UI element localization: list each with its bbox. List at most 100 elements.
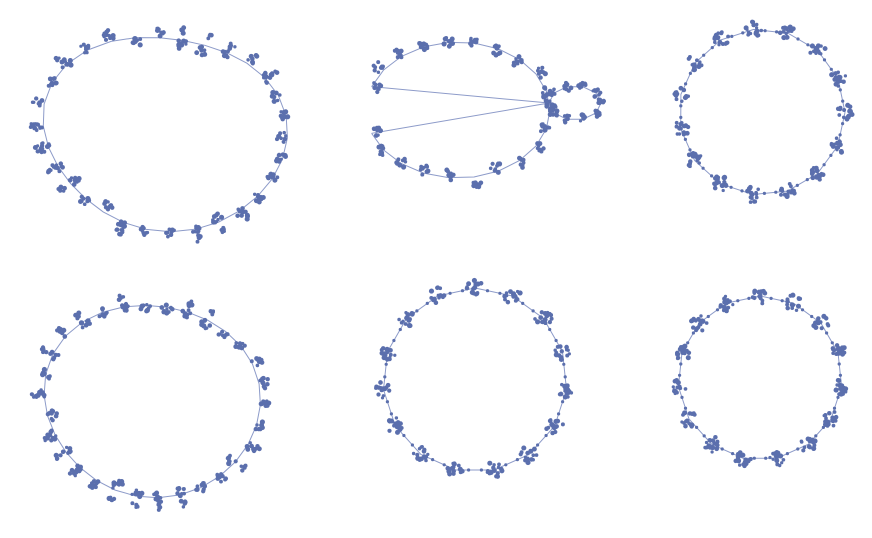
node <box>726 305 731 310</box>
node <box>402 156 407 162</box>
node <box>834 136 839 140</box>
node-cluster <box>138 224 150 237</box>
node <box>790 292 796 298</box>
node <box>178 498 184 504</box>
node <box>450 41 456 46</box>
node <box>713 434 718 440</box>
node <box>837 362 841 366</box>
node-cluster <box>576 80 588 90</box>
node-cluster <box>111 478 125 490</box>
node <box>808 50 813 55</box>
node <box>52 436 58 442</box>
node <box>220 329 225 334</box>
node <box>385 400 389 404</box>
node <box>833 418 838 423</box>
node <box>126 304 130 308</box>
node <box>543 98 549 104</box>
node <box>735 456 741 461</box>
node-cluster <box>219 225 226 235</box>
node-cluster <box>689 314 709 333</box>
node <box>472 285 478 290</box>
node <box>137 42 143 48</box>
node <box>396 157 401 162</box>
node-cluster <box>768 450 786 468</box>
node-cluster <box>680 410 697 429</box>
node <box>233 344 239 350</box>
node <box>825 322 830 327</box>
node-cluster <box>674 120 691 137</box>
node <box>378 145 383 150</box>
node <box>813 325 819 330</box>
node <box>66 451 70 455</box>
node <box>273 69 278 74</box>
node-cluster <box>778 182 797 200</box>
node <box>681 87 687 93</box>
node <box>730 34 734 39</box>
node <box>822 58 827 62</box>
node <box>52 76 57 81</box>
node <box>41 366 47 372</box>
node <box>68 449 73 454</box>
node <box>260 425 265 431</box>
node <box>834 351 839 357</box>
node <box>720 447 724 451</box>
node <box>700 328 705 333</box>
node-cluster <box>376 143 386 158</box>
node <box>383 387 388 392</box>
node <box>209 309 213 314</box>
node <box>777 30 783 36</box>
node <box>141 229 145 234</box>
node <box>813 49 819 54</box>
node <box>375 128 379 133</box>
node <box>799 439 804 443</box>
node <box>774 190 778 194</box>
node <box>373 133 379 138</box>
node-cluster <box>46 167 53 175</box>
node-cluster <box>464 277 484 297</box>
graph-5 <box>374 277 574 479</box>
node <box>177 485 181 490</box>
node-cluster <box>73 310 82 321</box>
node <box>473 39 479 45</box>
node <box>376 70 381 75</box>
node-cluster <box>194 44 208 58</box>
node <box>813 45 818 50</box>
node <box>723 300 729 306</box>
node <box>515 458 520 462</box>
node <box>809 168 815 173</box>
node-cluster <box>28 122 37 129</box>
node <box>701 166 705 170</box>
node <box>542 127 547 131</box>
node <box>282 130 286 135</box>
node <box>53 56 58 61</box>
node <box>378 83 384 89</box>
node <box>681 133 686 137</box>
node-cluster <box>251 446 262 453</box>
node <box>685 355 691 361</box>
node <box>61 189 66 193</box>
node <box>550 93 554 98</box>
node <box>548 327 552 332</box>
node <box>680 99 684 104</box>
node-cluster <box>829 136 845 155</box>
node <box>553 418 559 424</box>
node <box>121 225 126 230</box>
node-cluster <box>261 70 273 85</box>
node-cluster <box>835 102 855 122</box>
node <box>550 103 555 108</box>
node <box>177 493 183 499</box>
node <box>48 429 53 434</box>
node <box>479 468 483 472</box>
node-cluster <box>562 113 572 125</box>
node <box>817 177 822 182</box>
node <box>411 311 415 316</box>
node <box>31 124 36 128</box>
node-cluster <box>799 436 818 453</box>
node <box>697 62 701 66</box>
node <box>601 100 606 105</box>
node <box>565 383 570 388</box>
node <box>679 115 683 119</box>
node-cluster <box>208 309 216 317</box>
node <box>554 108 560 114</box>
node <box>56 326 62 331</box>
